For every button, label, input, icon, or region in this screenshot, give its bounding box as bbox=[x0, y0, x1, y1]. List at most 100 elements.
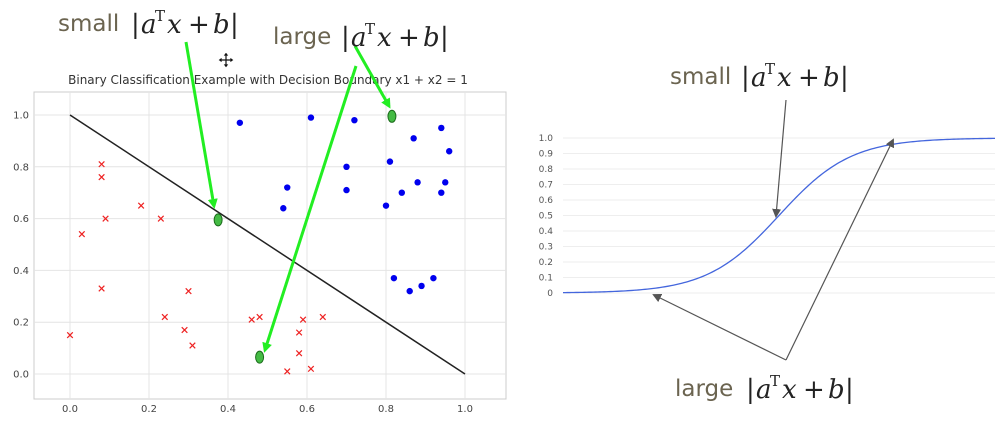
sigmoid-y-tick-label: 0.7 bbox=[539, 181, 553, 191]
math-x: x bbox=[377, 23, 392, 53]
math-bar-close: | bbox=[440, 23, 449, 53]
class-negative-point bbox=[137, 202, 145, 209]
sigmoid-y-tick-label: 0.2 bbox=[539, 258, 553, 268]
class-negative-point bbox=[295, 329, 303, 336]
highlighted-point bbox=[213, 213, 223, 227]
label-word: large bbox=[273, 24, 331, 50]
class-negative-point bbox=[284, 368, 291, 375]
class-positive-point bbox=[343, 186, 350, 194]
decision-boundary-line bbox=[69, 114, 466, 375]
math-plus: + bbox=[398, 23, 420, 53]
math-a: a bbox=[751, 63, 767, 93]
class-positive-point bbox=[410, 135, 417, 142]
sigmoid-y-tick-label: 0.4 bbox=[539, 227, 554, 237]
label-word: large bbox=[675, 376, 733, 402]
math-transpose: T bbox=[765, 60, 775, 78]
sigmoid-y-tick-label: 0.1 bbox=[539, 274, 553, 284]
y-tick-label: 0.8 bbox=[13, 162, 29, 173]
math-transpose: T bbox=[770, 372, 780, 390]
class-positive-point bbox=[418, 282, 425, 290]
math-plus: + bbox=[803, 375, 825, 405]
class-positive-point bbox=[406, 287, 413, 295]
y-tick-label: 0.0 bbox=[13, 370, 29, 381]
y-tick-label: 0.4 bbox=[13, 266, 29, 277]
math-x: x bbox=[777, 63, 792, 93]
annotation-arrows bbox=[184, 41, 894, 361]
arrow-large-right-b bbox=[785, 138, 894, 361]
x-tick-label: 0.0 bbox=[62, 404, 78, 415]
class-positive-point bbox=[280, 205, 287, 212]
sigmoid-tick-labels: 0 0.1 0.2 0.3 0.4 0.5 0.6 0.7 0.8 0.9 1.0 bbox=[539, 134, 554, 299]
math-x: x bbox=[167, 10, 182, 40]
math-bar-open: | bbox=[131, 10, 140, 40]
label-word: small bbox=[670, 64, 731, 90]
math-bar-open: | bbox=[341, 23, 350, 53]
math-plus: + bbox=[798, 63, 820, 93]
class-negative-point bbox=[98, 285, 105, 292]
x-tick-label: 0.6 bbox=[299, 404, 315, 415]
class-negative-point bbox=[102, 215, 109, 222]
class-positive-point bbox=[398, 189, 405, 196]
sigmoid-y-tick-label: 1.0 bbox=[539, 134, 554, 144]
x-tick-label: 0.2 bbox=[141, 404, 157, 415]
math-b: b bbox=[823, 63, 840, 93]
scatter-chart: Binary Classification Example with Decis… bbox=[13, 73, 507, 415]
label-word: small bbox=[58, 11, 119, 37]
sigmoid-y-tick-label: 0.9 bbox=[539, 150, 554, 160]
math-bar-close: | bbox=[845, 375, 854, 405]
math-bar-close: | bbox=[230, 10, 239, 40]
class-negative-point bbox=[161, 313, 169, 321]
class-positive-point bbox=[438, 124, 445, 132]
arrow-large-right-a bbox=[652, 294, 787, 361]
class-negative-point bbox=[98, 160, 105, 168]
math-b: b bbox=[213, 10, 230, 40]
class-negative-point bbox=[307, 365, 315, 373]
class-negative-point bbox=[189, 342, 196, 349]
class-negative-point bbox=[319, 313, 327, 321]
class-positive-point bbox=[284, 184, 291, 191]
y-tick-label: 0.6 bbox=[13, 214, 29, 225]
math-plus: + bbox=[188, 10, 210, 40]
data-points bbox=[66, 114, 453, 375]
class-negative-point bbox=[66, 331, 74, 339]
math-a: a bbox=[141, 10, 157, 40]
math-transpose: T bbox=[155, 7, 165, 25]
class-negative-point bbox=[181, 326, 188, 334]
sigmoid-y-tick-label: 0.5 bbox=[539, 212, 553, 222]
math-bar-close: | bbox=[840, 63, 849, 93]
class-negative-point bbox=[98, 173, 105, 181]
class-negative-point bbox=[185, 287, 192, 295]
math-b: b bbox=[423, 23, 440, 53]
arrow-large-bottom bbox=[262, 65, 358, 353]
highlighted-point bbox=[255, 350, 265, 364]
label-large-left: large | a T x + b | bbox=[273, 20, 449, 53]
class-negative-point bbox=[78, 230, 86, 238]
class-positive-point bbox=[446, 148, 453, 155]
class-negative-point bbox=[256, 313, 263, 321]
sigmoid-y-tick-label: 0.6 bbox=[539, 196, 554, 206]
x-tick-label: 0.4 bbox=[220, 404, 236, 415]
class-positive-point bbox=[438, 189, 445, 196]
arrow-large-top bbox=[353, 45, 391, 109]
class-negative-point bbox=[295, 350, 303, 357]
sigmoid-chart: 0 0.1 0.2 0.3 0.4 0.5 0.6 0.7 0.8 0.9 1.0 bbox=[539, 134, 996, 299]
sigmoid-grid-lines bbox=[563, 137, 995, 294]
math-bar-open: | bbox=[746, 375, 755, 405]
arrow-small-left bbox=[184, 41, 218, 209]
class-positive-point bbox=[351, 116, 358, 124]
sigmoid-y-tick-label: 0 bbox=[547, 289, 553, 299]
label-large-right: large | a T x + b | bbox=[675, 372, 854, 405]
label-small-left: small | a T x + b | bbox=[58, 7, 239, 40]
y-tick-label: 0.2 bbox=[13, 318, 29, 329]
x-tick-label: 0.8 bbox=[378, 404, 394, 415]
highlighted-point bbox=[387, 109, 397, 123]
class-negative-point bbox=[248, 316, 255, 323]
class-negative-point bbox=[299, 316, 307, 323]
sigmoid-y-tick-label: 0.8 bbox=[539, 165, 554, 175]
class-negative-point bbox=[157, 215, 165, 222]
chart-title: Binary Classification Example with Decis… bbox=[68, 73, 468, 87]
math-a: a bbox=[756, 375, 772, 405]
math-x: x bbox=[782, 375, 797, 405]
plot-area bbox=[33, 91, 507, 400]
